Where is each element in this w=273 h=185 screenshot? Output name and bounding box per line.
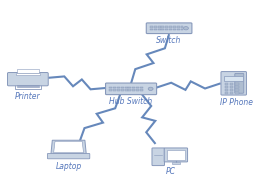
FancyBboxPatch shape	[7, 73, 48, 86]
Bar	[17, 69, 38, 73]
Bar	[165, 28, 168, 30]
Bar	[172, 162, 180, 164]
Bar	[173, 28, 176, 30]
Bar	[136, 87, 139, 88]
Bar	[235, 86, 239, 88]
Bar	[113, 89, 116, 91]
Bar	[173, 26, 176, 28]
Circle shape	[183, 27, 188, 30]
Bar	[165, 26, 168, 28]
Bar	[162, 26, 164, 28]
FancyBboxPatch shape	[146, 23, 192, 33]
FancyBboxPatch shape	[235, 73, 244, 93]
Bar	[124, 87, 127, 88]
Bar	[225, 89, 228, 91]
Bar	[109, 89, 112, 91]
Bar	[14, 84, 41, 89]
Bar	[230, 89, 233, 91]
Bar	[154, 26, 157, 28]
Bar	[235, 92, 239, 94]
Bar	[140, 87, 143, 88]
Bar	[132, 87, 135, 88]
Bar	[224, 76, 243, 81]
Bar	[177, 28, 180, 30]
Text: Laptop: Laptop	[55, 162, 82, 171]
Bar	[121, 87, 124, 88]
Bar	[230, 92, 233, 94]
Bar	[235, 83, 239, 85]
Bar	[180, 28, 183, 30]
Bar	[230, 86, 233, 88]
Bar	[150, 28, 153, 30]
Bar	[177, 26, 180, 28]
FancyBboxPatch shape	[48, 154, 90, 159]
Bar	[162, 28, 164, 30]
Polygon shape	[51, 140, 86, 154]
Bar	[124, 89, 127, 91]
Bar	[158, 26, 161, 28]
Bar	[140, 89, 143, 91]
Bar	[225, 83, 228, 85]
Bar	[158, 28, 161, 30]
FancyBboxPatch shape	[221, 72, 247, 95]
Text: PC: PC	[165, 167, 176, 176]
Bar	[16, 73, 40, 75]
Text: Printer: Printer	[15, 92, 41, 101]
Bar	[169, 28, 172, 30]
Bar	[167, 150, 185, 160]
Bar	[169, 26, 172, 28]
Bar	[150, 26, 153, 28]
Bar	[117, 89, 120, 91]
Bar	[132, 89, 135, 91]
Polygon shape	[54, 141, 84, 153]
Bar	[235, 89, 239, 91]
Bar	[225, 92, 228, 94]
Bar	[117, 87, 120, 88]
Bar	[154, 28, 157, 30]
Bar	[128, 87, 131, 88]
Bar	[113, 87, 116, 88]
Bar	[109, 87, 112, 88]
Bar	[136, 89, 139, 91]
FancyBboxPatch shape	[106, 83, 157, 95]
Bar	[180, 26, 183, 28]
Text: Switch: Switch	[156, 36, 182, 45]
Bar	[230, 83, 233, 85]
Circle shape	[148, 87, 153, 90]
FancyBboxPatch shape	[152, 148, 164, 166]
Bar	[121, 89, 124, 91]
FancyBboxPatch shape	[164, 148, 188, 162]
Text: Hub Switch: Hub Switch	[109, 97, 153, 106]
Text: IP Phone: IP Phone	[221, 98, 254, 107]
Bar	[225, 86, 228, 88]
Bar	[128, 89, 131, 91]
